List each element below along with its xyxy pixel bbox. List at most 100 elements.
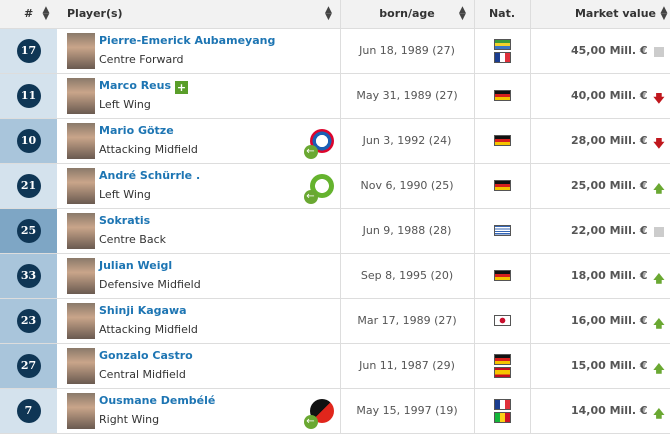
nationality-cell (474, 253, 531, 299)
market-value: 28,00 Mill. € 🡇 (530, 118, 670, 164)
trend-down-icon: 🡇 (653, 136, 665, 150)
table-row: 10 Mario Götze Attacking Midfield ← Jun 3,… (0, 118, 670, 164)
player-position: Defensive Midfield (99, 277, 201, 291)
born-age: May 31, 1989 (27) (340, 73, 475, 119)
shirt-number: 7 (16, 398, 41, 423)
shirt-number: 27 (16, 353, 41, 378)
player-name-link[interactable]: Ousmane Dembélé (99, 393, 216, 407)
player-position: Attacking Midfield (99, 142, 198, 156)
shirt-number: 17 (16, 38, 41, 63)
market-value: 22,00 Mill. € (530, 208, 670, 254)
player-cell: Mario Götze Attacking Midfield ← (57, 118, 341, 164)
trend-up-icon: 🡅 (653, 271, 665, 285)
player-photo[interactable] (67, 122, 95, 159)
player-name-link[interactable]: Gonzalo Castro (99, 348, 193, 362)
nationality-cell (474, 118, 531, 164)
market-value: 18,00 Mill. € 🡅 (530, 253, 670, 299)
flag-gabon-icon (493, 38, 511, 50)
flag-japan-icon (493, 315, 511, 326)
col-player[interactable]: Player(s) ▲ ▼ (57, 0, 341, 29)
player-name-link[interactable]: Julian Weigl (99, 258, 173, 272)
sort-icon[interactable]: ▲ ▼ (660, 5, 668, 22)
market-value-text[interactable]: 18,00 Mill. € (570, 269, 648, 282)
player-position: Left Wing (99, 97, 151, 111)
player-name-link[interactable]: Marco Reus (99, 78, 172, 92)
sort-icon[interactable]: ▲ ▼ (459, 5, 466, 22)
player-position: Central Midfield (99, 367, 186, 381)
shirt-number: 10 (16, 128, 41, 153)
born-age: Sep 8, 1995 (20) (340, 253, 475, 299)
player-photo[interactable] (67, 77, 95, 114)
new-arrival-plus-icon: + (175, 80, 189, 94)
table-row: 33 Julian Weigl Defensive Midfield Sep 8,… (0, 253, 670, 299)
trend-unchanged-icon (653, 46, 664, 57)
player-position: Right Wing (99, 412, 160, 426)
flag-germany-icon (493, 353, 511, 365)
player-cell: Ousmane Dembélé Right Wing ← (57, 388, 341, 434)
player-photo[interactable] (67, 257, 95, 294)
born-age: May 15, 1997 (19) (340, 388, 475, 434)
market-value-text[interactable]: 22,00 Mill. € (570, 224, 648, 237)
player-photo[interactable] (67, 32, 95, 69)
player-name-link[interactable]: Pierre-Emerick Aubameyang (99, 33, 276, 47)
nationality-cell (474, 388, 531, 434)
player-position: Centre Back (99, 232, 166, 246)
nationality-cell (474, 28, 531, 74)
col-value-label: Market value (574, 7, 656, 21)
table-row: 27 Gonzalo Castro Central Midfield Jun 11… (0, 343, 670, 389)
col-number[interactable]: # ▲ ▼ (0, 0, 57, 29)
player-photo[interactable] (67, 212, 95, 249)
col-value[interactable]: Market value ▲ ▼ (530, 0, 670, 29)
shirt-number: 11 (16, 83, 41, 108)
table-row: 25 Sokratis Centre Back Jun 9, 1988 (28) … (0, 208, 670, 254)
flag-france-icon (493, 51, 511, 63)
player-photo[interactable] (67, 167, 95, 204)
sort-icon[interactable]: ▲ ▼ (325, 5, 332, 22)
joined-from-arrow-icon: ← (303, 144, 318, 159)
player-cell: Marco Reus + Left Wing (57, 73, 341, 119)
col-born[interactable]: born/age ▲ ▼ (340, 0, 475, 29)
player-name-link[interactable]: Shinji Kagawa (99, 303, 187, 317)
market-value-text[interactable]: 25,00 Mill. € (570, 179, 648, 192)
table-row: 11 Marco Reus + Left Wing May 31, 1989 (27… (0, 73, 670, 119)
joined-from-arrow-icon: ← (303, 189, 318, 204)
shirt-number: 33 (16, 263, 41, 288)
market-value-text[interactable]: 14,00 Mill. € (570, 404, 648, 417)
trend-up-icon: 🡅 (653, 406, 665, 420)
sort-icon[interactable]: ▲ ▼ (42, 5, 50, 22)
player-name-link[interactable]: Mario Götze (99, 123, 174, 137)
nationality-cell (474, 343, 531, 389)
nationality-cell (474, 298, 531, 344)
market-value-text[interactable]: 15,00 Mill. € (570, 359, 648, 372)
col-nat: Nat. (474, 0, 531, 29)
market-value-text[interactable]: 16,00 Mill. € (570, 314, 648, 327)
market-value-text[interactable]: 40,00 Mill. € (570, 89, 648, 102)
market-value-text[interactable]: 28,00 Mill. € (570, 134, 648, 147)
player-photo[interactable] (67, 392, 95, 429)
shirt-number: 25 (16, 218, 41, 243)
player-cell: Shinji Kagawa Attacking Midfield (57, 298, 341, 344)
player-photo[interactable] (67, 302, 95, 339)
nationality-cell (474, 73, 531, 119)
born-age: Jun 9, 1988 (28) (340, 208, 475, 254)
player-cell: Sokratis Centre Back (57, 208, 341, 254)
player-cell: Pierre-Emerick Aubameyang Centre Forward (57, 28, 341, 74)
market-value: 25,00 Mill. € 🡅 (530, 163, 670, 209)
nationality-cell (474, 208, 531, 254)
trend-unchanged-icon (653, 226, 664, 237)
trend-up-icon: 🡅 (653, 361, 665, 375)
player-position: Centre Forward (99, 52, 184, 66)
shirt-number: 21 (16, 173, 41, 198)
flag-spain-icon (493, 366, 511, 378)
market-value-text[interactable]: 45,00 Mill. € (570, 44, 648, 57)
player-name-link[interactable]: Sokratis (99, 213, 151, 227)
shirt-number-cell: 33 (0, 253, 57, 299)
col-player-label: Player(s) (67, 7, 123, 21)
born-age: Jun 18, 1989 (27) (340, 28, 475, 74)
player-cell: André Schürrle . Left Wing ← (57, 163, 341, 209)
joined-from-arrow-icon: ← (303, 414, 318, 429)
player-name-link[interactable]: André Schürrle . (99, 168, 201, 182)
player-photo[interactable] (67, 347, 95, 384)
shirt-number-cell: 25 (0, 208, 57, 254)
